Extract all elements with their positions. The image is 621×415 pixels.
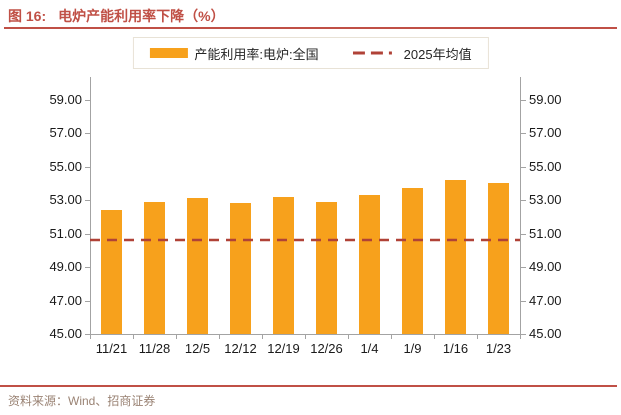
x-axis-tickmark <box>90 334 91 339</box>
capacity-utilization-bar <box>488 183 509 334</box>
capacity-utilization-bar <box>187 198 208 334</box>
y-axis-tickmark <box>521 200 526 202</box>
x-axis-tick-label: 12/5 <box>184 341 211 356</box>
y-axis-tick-label: 49.00 <box>49 259 82 275</box>
y-axis-right <box>520 77 521 339</box>
x-axis-tickmark <box>391 334 392 339</box>
capacity-utilization-bar <box>144 201 165 334</box>
x-axis-tick-label: 12/12 <box>224 341 257 356</box>
y-axis-tickmark <box>521 300 526 302</box>
figure-number-label: 图 16: <box>8 8 47 24</box>
x-axis-tickmark <box>133 334 134 339</box>
y-axis-tick-label: 55.00 <box>49 158 82 174</box>
y-axis-tickmark <box>85 99 90 101</box>
y-axis-tick-label: 57.00 <box>529 125 562 141</box>
x-axis-tickmark <box>477 334 478 339</box>
x-axis-tick-label: 12/19 <box>267 341 300 356</box>
y-axis-tickmark <box>85 267 90 269</box>
y-axis-tickmark <box>521 99 526 101</box>
y-axis-tick-label: 53.00 <box>529 192 562 208</box>
capacity-utilization-bar <box>402 188 423 334</box>
y-axis-tickmark <box>521 334 526 335</box>
x-axis-tickmark <box>348 334 349 339</box>
x-axis-tickmark <box>520 334 521 339</box>
y-axis-tick-label: 53.00 <box>49 192 82 208</box>
y-axis-tick-label: 47.00 <box>529 292 562 308</box>
legend-item-bar-series: 产能利用率:电炉:全国 <box>149 44 319 63</box>
x-axis-tick-label: 12/26 <box>310 341 343 356</box>
legend-dash-swatch-icon <box>352 51 397 55</box>
y-axis-tick-label: 59.00 <box>529 91 562 107</box>
x-axis-tickmark <box>176 334 177 339</box>
x-axis-tickmark <box>219 334 220 339</box>
figure-header: 图 16: 电炉产能利用率下降（%） <box>8 6 225 26</box>
x-axis-tickmark <box>434 334 435 339</box>
capacity-utilization-bar <box>445 179 466 334</box>
y-axis-tickmark <box>85 166 90 168</box>
x-axis-tickmark <box>305 334 306 339</box>
y-axis-tickmark <box>85 200 90 202</box>
y-axis-tick-label: 45.00 <box>529 326 562 341</box>
x-axis-tick-label: 1/4 <box>360 341 379 356</box>
y-axis-tick-label: 45.00 <box>49 326 82 341</box>
x-axis-tick-label: 11/21 <box>95 341 128 356</box>
y-axis-tick-label: 47.00 <box>49 292 82 308</box>
x-axis-tick-label: 1/16 <box>442 341 469 356</box>
y-axis-tickmark <box>85 133 90 135</box>
footer-divider <box>0 385 617 387</box>
legend-bar-swatch-icon <box>149 48 188 58</box>
capacity-utilization-bar <box>101 210 122 334</box>
y-axis-tickmark <box>85 334 90 335</box>
y-axis-tick-label: 51.00 <box>529 225 562 241</box>
x-axis-tick-label: 1/23 <box>485 341 512 356</box>
capacity-utilization-bar <box>316 201 337 334</box>
legend-bar-label: 产能利用率:电炉:全国 <box>194 46 319 62</box>
mean-value-dashed-line <box>90 238 520 242</box>
y-axis-tick-label: 49.00 <box>529 259 562 275</box>
y-axis-tick-label: 55.00 <box>529 158 562 174</box>
source-note: 资料来源：Wind、招商证券 <box>8 394 156 408</box>
y-axis-tick-label: 57.00 <box>49 125 82 141</box>
y-axis-tickmark <box>521 267 526 269</box>
capacity-utilization-bar <box>230 203 251 334</box>
title-divider <box>4 27 617 29</box>
capacity-utilization-bar <box>273 196 294 334</box>
y-axis-tickmark <box>85 233 90 235</box>
capacity-utilization-bar <box>359 195 380 334</box>
x-axis-tickmark <box>262 334 263 339</box>
legend-line-label: 2025年均值 <box>403 46 472 62</box>
y-axis-tick-label: 51.00 <box>49 225 82 241</box>
legend-item-mean-line: 2025年均值 <box>352 44 472 63</box>
y-axis-tickmark <box>521 166 526 168</box>
y-axis-tick-label: 59.00 <box>49 91 82 107</box>
x-axis-tick-label: 11/28 <box>138 341 171 356</box>
y-axis-left <box>90 77 91 339</box>
x-axis-tick-label: 1/9 <box>403 341 422 356</box>
y-axis-tickmark <box>521 133 526 135</box>
y-axis-tickmark <box>85 300 90 302</box>
figure-title: 电炉产能利用率下降（%） <box>58 8 225 24</box>
chart-legend: 产能利用率:电炉:全国 2025年均值 <box>132 37 489 69</box>
y-axis-tickmark <box>521 233 526 235</box>
